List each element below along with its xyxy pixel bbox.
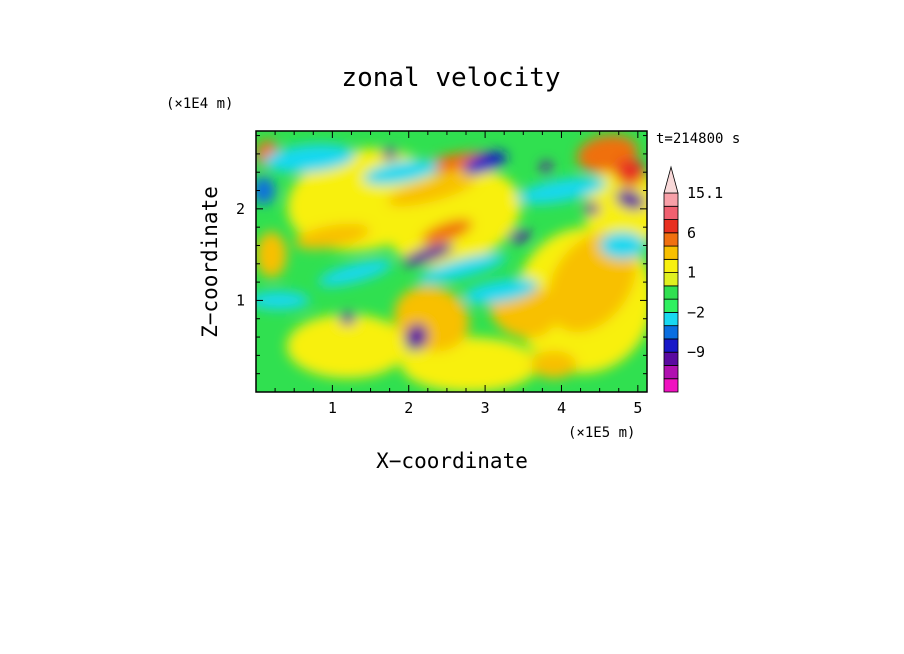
plot-frame xyxy=(255,130,648,393)
colorbar-swatch xyxy=(663,365,679,380)
field-region xyxy=(286,314,409,379)
field-region xyxy=(599,231,646,260)
field-region xyxy=(363,159,439,185)
colorbar-swatch xyxy=(663,311,679,327)
colorbar-swatch xyxy=(663,219,679,234)
field-region xyxy=(417,253,507,284)
field-region xyxy=(340,312,356,326)
field-region xyxy=(462,278,539,304)
colorbar-swatch xyxy=(663,232,679,247)
colorbar-swatch xyxy=(663,351,679,366)
time-label: t=214800 s xyxy=(656,131,740,147)
field-region xyxy=(614,158,646,186)
field-region xyxy=(256,291,310,310)
x-axis-label: X−coordinate xyxy=(376,449,528,473)
colorbar-swatch xyxy=(663,258,679,274)
field-region xyxy=(421,219,473,245)
colorbar-label: −2 xyxy=(687,303,705,321)
x-tick-label: 3 xyxy=(481,399,490,417)
field-region xyxy=(263,144,356,173)
x-tick-label: 2 xyxy=(404,399,413,417)
colorbar-swatch xyxy=(663,298,679,313)
colorbar-swatch xyxy=(663,245,679,260)
x-tick-label: 1 xyxy=(328,399,337,417)
y-unit-label: (×1E4 m) xyxy=(166,96,233,112)
field-region xyxy=(404,323,429,351)
field-region xyxy=(516,177,607,204)
colorbar-label: −9 xyxy=(687,343,705,361)
field-region xyxy=(256,176,276,205)
axis-ticks: 1 2 3 4 5 1 2 xyxy=(236,131,647,417)
field-region xyxy=(382,148,398,160)
field-region xyxy=(318,259,393,287)
field-region xyxy=(508,230,531,243)
y-tick-label: 1 xyxy=(236,291,245,309)
colorbar-swatch xyxy=(663,325,679,340)
colorbar-swatch xyxy=(663,285,679,300)
field-region xyxy=(530,350,577,379)
field-region xyxy=(387,174,476,207)
field-region xyxy=(256,231,287,278)
y-tick-label: 2 xyxy=(236,200,245,218)
field-region xyxy=(584,202,600,216)
colorbar-swatch xyxy=(663,338,679,353)
colorbar: 15.1 6 1 −2 −9 xyxy=(663,165,723,393)
colorbar-label: 1 xyxy=(687,264,696,282)
field-region xyxy=(463,151,507,175)
x-unit-label: (×1E5 m) xyxy=(568,425,635,441)
x-tick-label: 4 xyxy=(557,399,566,417)
colorbar-swatch xyxy=(663,205,679,220)
field-region xyxy=(402,243,454,266)
colorbar-label: 6 xyxy=(687,224,696,242)
heatmap-field xyxy=(256,131,647,392)
colorbar-swatch xyxy=(663,192,679,207)
colorbar-label: 15.1 xyxy=(687,184,723,202)
field-region xyxy=(294,223,371,250)
colorbar-swatch xyxy=(663,272,679,287)
x-tick-label: 5 xyxy=(633,399,642,417)
colorbar-overflow-arrow xyxy=(663,165,679,194)
chart-title: zonal velocity xyxy=(341,63,560,93)
field-region xyxy=(540,161,552,175)
field-region xyxy=(615,189,645,210)
y-axis-label: Z−coordinate xyxy=(198,186,222,338)
colorbar-swatch xyxy=(663,378,679,393)
